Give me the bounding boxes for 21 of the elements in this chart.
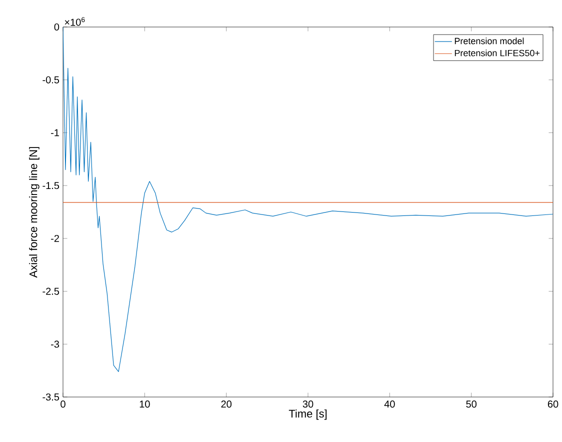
y-tick-label: -2 [51,234,59,242]
line-series [63,27,554,372]
x-tick-label: 50 [466,400,477,408]
x-axis-title: Time [s] [288,409,327,420]
y-tick-label: -3 [51,340,60,348]
x-tick-label: 0 [60,400,66,408]
x-tick-label: 10 [140,400,150,408]
x-tick-label: 20 [221,400,232,408]
x-tick-label: 60 [548,400,558,408]
text: ×10$^{6}$ [64,17,85,26]
x-tick-label: 40 [384,400,395,408]
x-tick-label: 30 [302,400,314,408]
y-tick-label: 0 [54,23,60,31]
y-tick-label: -3.5 [42,393,60,401]
y-tick-label: -1.5 [42,182,60,190]
y-tick-label: -2.5 [42,288,60,295]
y-axis-title: Axial force mooring line [N] [29,147,40,278]
y-tick-label: -1 [51,129,59,136]
legend-label: Pretension model [454,38,524,44]
legend-label: Pretension LIFES50+ [454,50,540,56]
y-tick-label: -0.5 [42,76,60,84]
